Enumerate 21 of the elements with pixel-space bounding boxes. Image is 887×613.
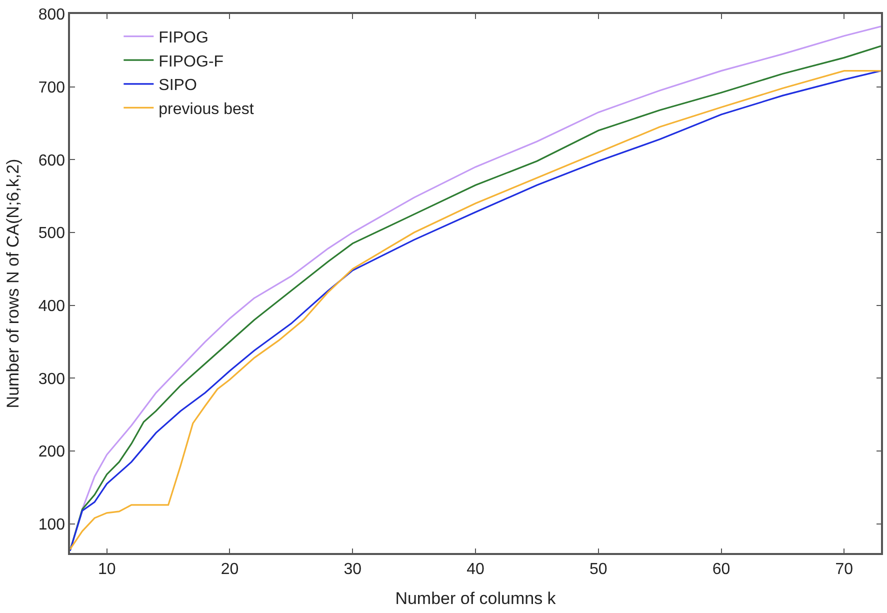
x-axis-title: Number of columns k: [395, 588, 556, 608]
legend-label: previous best: [158, 100, 254, 118]
legend-label: SIPO: [158, 77, 197, 94]
y-tick-label: 400: [38, 298, 66, 315]
x-tick-label: 70: [835, 560, 854, 578]
x-tick-label: 10: [98, 560, 116, 578]
x-tick-label: 50: [589, 560, 608, 578]
y-tick-label: 200: [38, 444, 66, 461]
legend-label: FIPOG-F: [158, 53, 224, 70]
legend-label: FIPOG: [158, 30, 208, 47]
y-tick-label: 100: [38, 516, 66, 534]
x-tick-label: 20: [220, 560, 239, 578]
x-tick-label: 30: [344, 560, 362, 578]
x-tick-label: 60: [712, 560, 730, 578]
x-tick-label: 40: [466, 560, 484, 578]
y-tick-label: 800: [38, 6, 66, 24]
y-tick-label: 600: [38, 152, 66, 170]
y-tick-label: 700: [38, 79, 66, 96]
y-tick-label: 500: [38, 225, 66, 242]
y-axis-title: Number of rows N of CA(N;6,k,2): [3, 158, 22, 408]
y-tick-label: 300: [38, 370, 66, 388]
